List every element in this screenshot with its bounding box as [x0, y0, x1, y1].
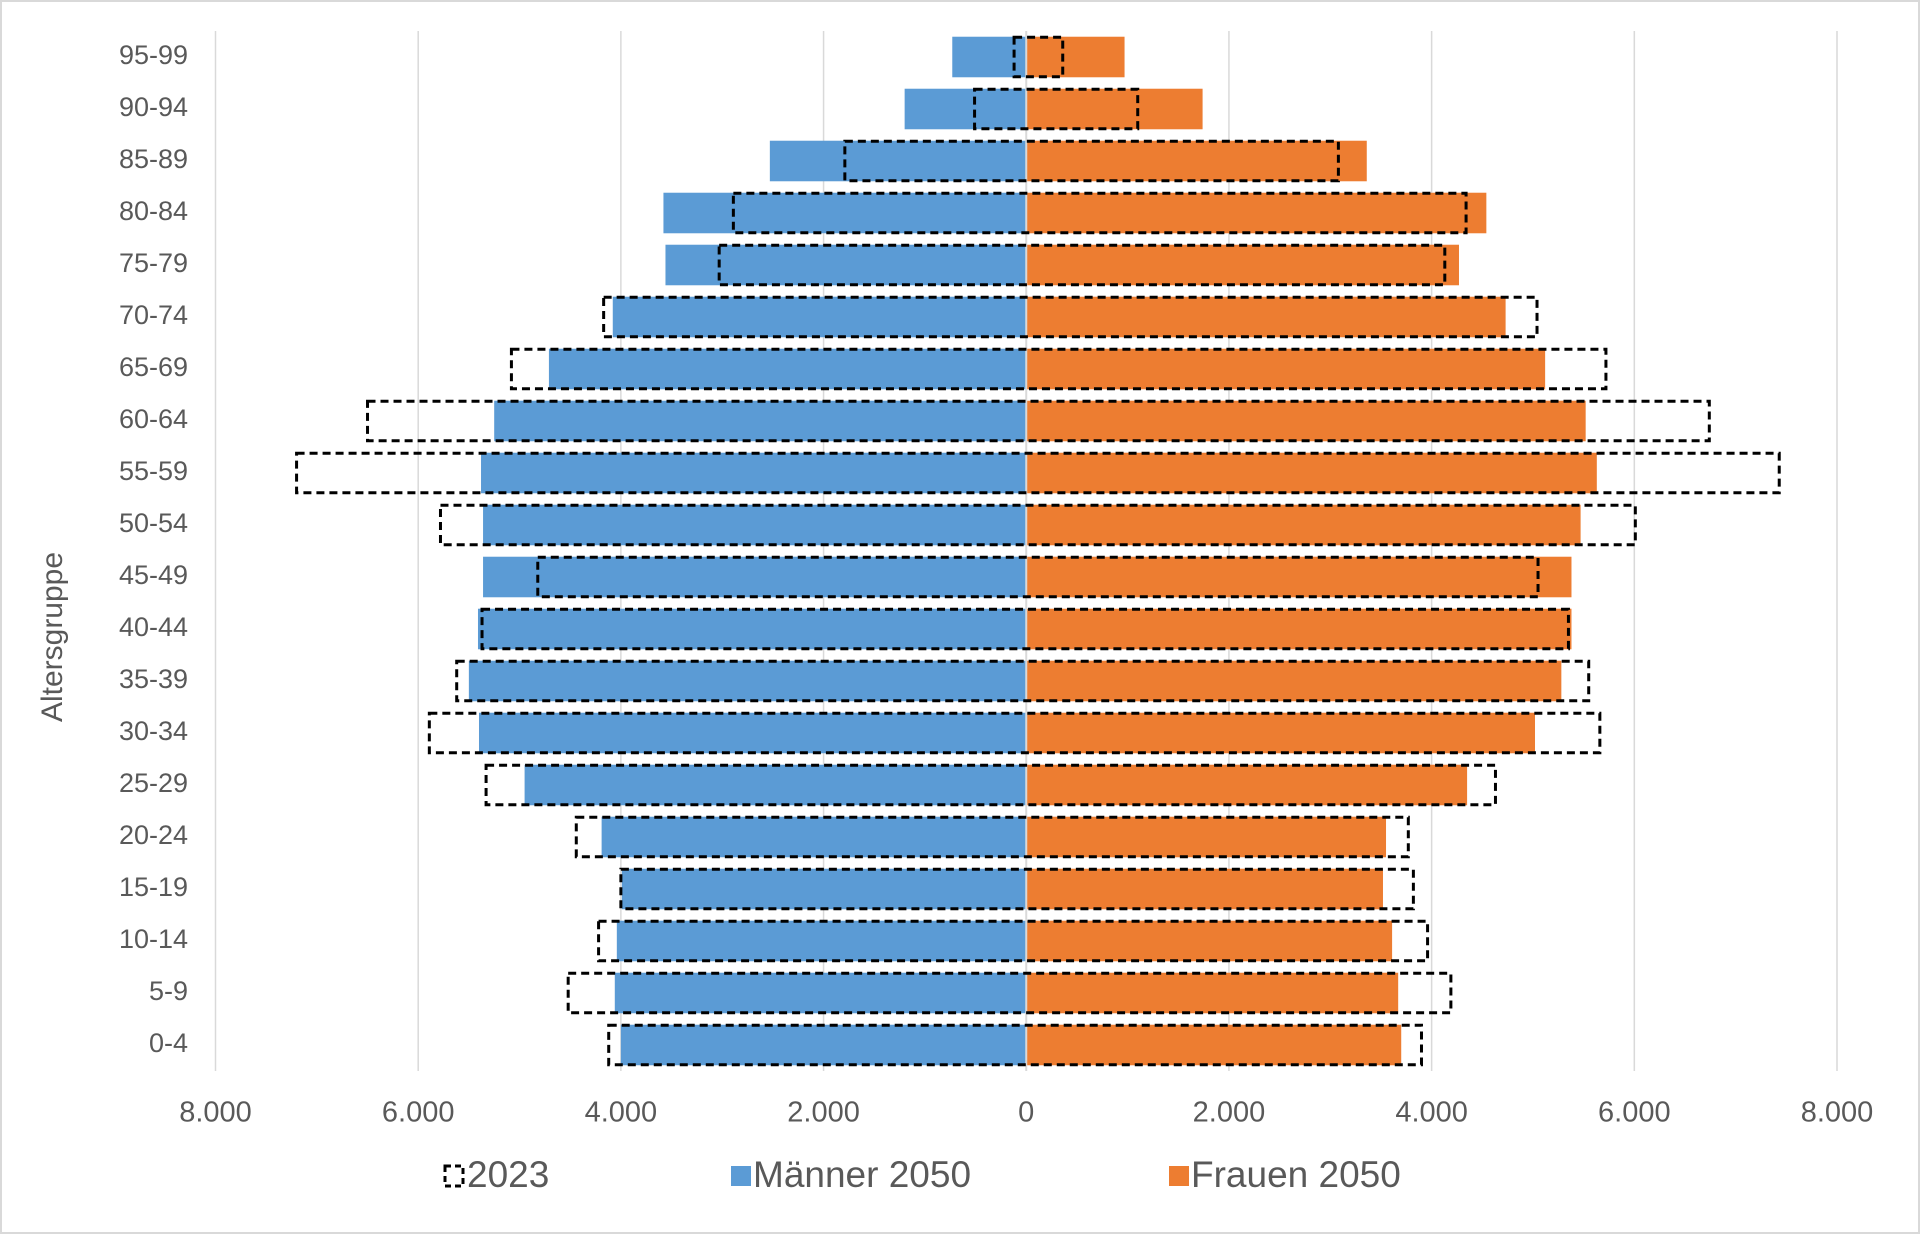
outline-bar	[366, 399, 1711, 443]
outline-bar	[973, 87, 1140, 131]
outline-bar	[843, 139, 1340, 183]
x-tick-label: 6.000	[382, 1097, 455, 1129]
bar	[1026, 452, 1597, 494]
y-tick-label: 85-89	[119, 144, 188, 174]
x-tick-label: 4.000	[585, 1097, 658, 1129]
bar	[1026, 88, 1203, 130]
y-tick-label: 35-39	[119, 664, 188, 694]
outline-bar	[509, 347, 1608, 391]
x-tick-label: 8.000	[1801, 1097, 1874, 1129]
bar	[614, 972, 1027, 1014]
bar	[481, 452, 1027, 494]
bar	[665, 244, 1027, 286]
y-tick-label: 70-74	[119, 300, 188, 330]
bar	[620, 1024, 1027, 1066]
y-tick-label: 60-64	[119, 404, 188, 434]
bar	[621, 868, 1027, 910]
bar	[1026, 764, 1468, 806]
bar	[483, 556, 1027, 598]
x-tick-label: 2.000	[787, 1097, 860, 1129]
x-tick-label: 6.000	[1598, 1097, 1671, 1129]
y-tick-label: 65-69	[119, 352, 188, 382]
y-tick-label: 75-79	[119, 248, 188, 278]
bar	[663, 192, 1027, 234]
outline-bar	[574, 815, 1410, 859]
y-axis-label: Altersgruppe	[36, 552, 69, 722]
outline-bar	[480, 607, 1570, 651]
bar	[1026, 660, 1562, 702]
bar	[769, 140, 1027, 182]
bar	[1026, 556, 1572, 598]
outline-bar	[731, 191, 1468, 235]
outline-bar	[455, 659, 1591, 703]
bar	[1026, 868, 1383, 910]
bar	[1026, 972, 1399, 1014]
y-tick-label: 80-84	[119, 196, 188, 226]
bar	[1026, 36, 1125, 78]
outline-bar	[295, 451, 1781, 495]
bar	[1026, 400, 1586, 442]
y-tick-label: 0-4	[149, 1028, 188, 1058]
outline-bar	[607, 1023, 1423, 1067]
bar	[1026, 348, 1546, 390]
y-tick-label: 25-29	[119, 768, 188, 798]
y-tick-label: 50-54	[119, 508, 188, 538]
outline-bar	[566, 971, 1453, 1015]
y-tick-label: 95-99	[119, 40, 188, 70]
outline-bar	[597, 919, 1430, 963]
legend-icon	[731, 1166, 751, 1186]
bar	[1026, 140, 1367, 182]
bar	[483, 504, 1027, 546]
outline-bar	[1012, 35, 1065, 79]
outline-bar	[619, 867, 1415, 911]
bar	[1026, 712, 1535, 754]
outline-bar	[536, 555, 1540, 599]
bar	[477, 608, 1027, 650]
x-tick-label: 0	[1018, 1097, 1034, 1129]
legend-label: 2023	[467, 1154, 549, 1195]
bar	[1026, 244, 1459, 286]
bar	[904, 88, 1027, 130]
outline-bar	[602, 295, 1539, 339]
legend-icon	[443, 1164, 465, 1188]
bar	[616, 920, 1027, 962]
bar	[1026, 296, 1506, 338]
y-tick-label: 10-14	[119, 924, 188, 954]
bar	[478, 712, 1027, 754]
x-tick-label: 2.000	[1193, 1097, 1266, 1129]
bar	[1026, 1024, 1402, 1066]
y-tick-label: 15-19	[119, 872, 188, 902]
y-tick-label: 20-24	[119, 820, 188, 850]
y-tick-label: 90-94	[119, 92, 188, 122]
bar	[612, 296, 1027, 338]
bar	[548, 348, 1027, 390]
x-tick-label: 8.000	[179, 1097, 252, 1129]
bar	[1026, 608, 1572, 650]
x-tick-label: 4.000	[1395, 1097, 1468, 1129]
bar	[468, 660, 1027, 702]
y-tick-label: 40-44	[119, 612, 188, 642]
bar	[1026, 920, 1393, 962]
bar	[524, 764, 1027, 806]
bar	[494, 400, 1027, 442]
bar	[1026, 192, 1487, 234]
y-tick-label: 45-49	[119, 560, 188, 590]
legend-icon	[1169, 1166, 1189, 1186]
bar	[1026, 504, 1581, 546]
outline-bar	[427, 711, 1602, 755]
outline-bar	[484, 763, 1497, 807]
y-tick-label: 55-59	[119, 456, 188, 486]
bar	[601, 816, 1027, 858]
legend-label: Frauen 2050	[1191, 1154, 1401, 1195]
y-tick-label: 30-34	[119, 716, 188, 746]
legend-label: Männer 2050	[753, 1154, 971, 1195]
outline-bar	[717, 243, 1447, 287]
bar	[1026, 816, 1387, 858]
outline-bar	[438, 503, 1637, 547]
y-tick-label: 5-9	[149, 976, 188, 1006]
